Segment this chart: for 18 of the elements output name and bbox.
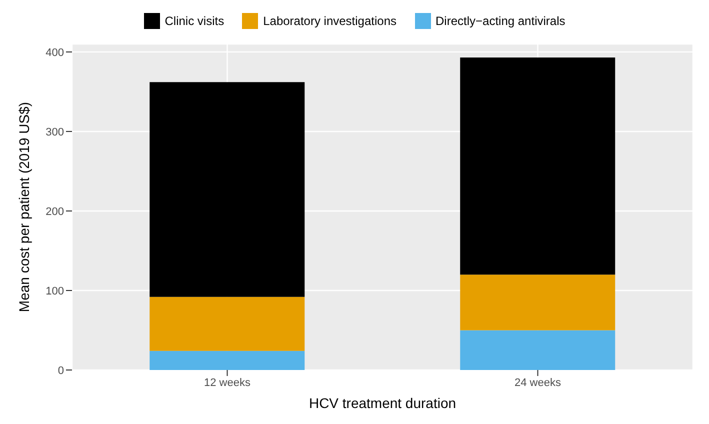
bar	[150, 350, 305, 370]
y-tick-label: 300	[46, 126, 64, 138]
bar	[150, 82, 305, 297]
legend-label: Clinic visits	[164, 14, 224, 28]
legend-label: Directly−acting antivirals	[436, 14, 566, 28]
x-tick-label: 12 weeks	[204, 376, 251, 389]
y-axis-title: Mean cost per patient (2019 US$)	[16, 102, 32, 312]
bar	[460, 58, 616, 275]
bar	[150, 296, 305, 351]
y-tick-label: 200	[46, 206, 64, 218]
x-tick-label: 24 weeks	[514, 376, 562, 389]
x-axis-title: HCV treatment duration	[308, 395, 456, 411]
y-tick-label: 100	[46, 285, 64, 298]
y-tick-label: 0	[58, 364, 64, 377]
bar	[460, 274, 616, 330]
legend-label: Laboratory investigations	[263, 14, 397, 28]
y-tick-label: 400	[46, 46, 64, 59]
bar	[460, 330, 616, 370]
